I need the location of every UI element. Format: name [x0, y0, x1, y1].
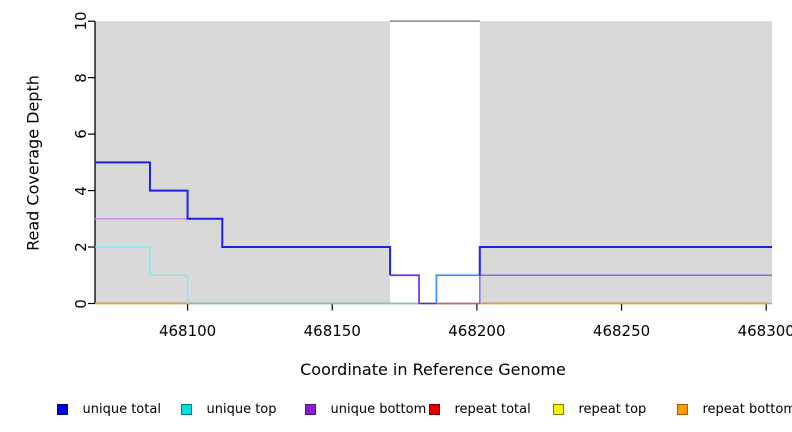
y-tick-label: 0 [72, 298, 90, 309]
shaded-region-right [479, 21, 772, 304]
y-tick-label: 10 [72, 11, 90, 31]
legend-swatch-icon [676, 403, 688, 415]
legend-swatch-icon [304, 403, 316, 415]
legend-label: repeat total [454, 401, 531, 417]
legend-label: unique total [82, 401, 161, 417]
y-tick-label: 4 [72, 185, 90, 196]
legend-label: repeat bottom [702, 401, 792, 417]
legend-label: unique bottom [330, 401, 427, 417]
x-tick-label: 468300 [737, 322, 792, 340]
y-tick-label: 8 [72, 72, 90, 83]
legend-swatch-icon [180, 403, 192, 415]
legend-label: unique top [206, 401, 277, 417]
x-axis-title: Coordinate in Reference Genome [300, 360, 566, 379]
y-tick-label: 6 [72, 129, 90, 139]
unique-total-right [478, 246, 772, 276]
chart-legend: unique total unique top unique bottom repea… [0, 399, 792, 423]
unique-total-steps-left [95, 161, 392, 276]
legend-swatch-icon [56, 403, 68, 415]
legend-swatch-icon [552, 403, 564, 415]
y-tick-label: 2 [72, 242, 90, 252]
x-tick-label: 468100 [158, 322, 217, 340]
unique-top-steps-left [95, 246, 189, 304]
legend-item-repeat-top: repeat top [552, 399, 647, 419]
legend-item-unique-top: unique top [180, 399, 277, 419]
legend-item-repeat-bottom: repeat bottom [676, 399, 792, 419]
x-tick-label: 468150 [303, 322, 361, 340]
x-tick-label: 468200 [448, 322, 506, 340]
unique-bottom-mid [390, 274, 420, 304]
legend-swatch-icon [428, 403, 440, 415]
unique-top-mid [435, 274, 480, 304]
x-tick-label: 468250 [592, 322, 651, 340]
unshaded-gap [390, 21, 480, 304]
legend-item-unique-total: unique total [56, 399, 161, 419]
legend-item-unique-bottom: unique bottom [304, 399, 427, 419]
y-axis-title: Read Coverage Depth [23, 75, 43, 251]
legend-label: repeat top [578, 401, 647, 417]
legend-item-repeat-total: repeat total [428, 399, 531, 419]
